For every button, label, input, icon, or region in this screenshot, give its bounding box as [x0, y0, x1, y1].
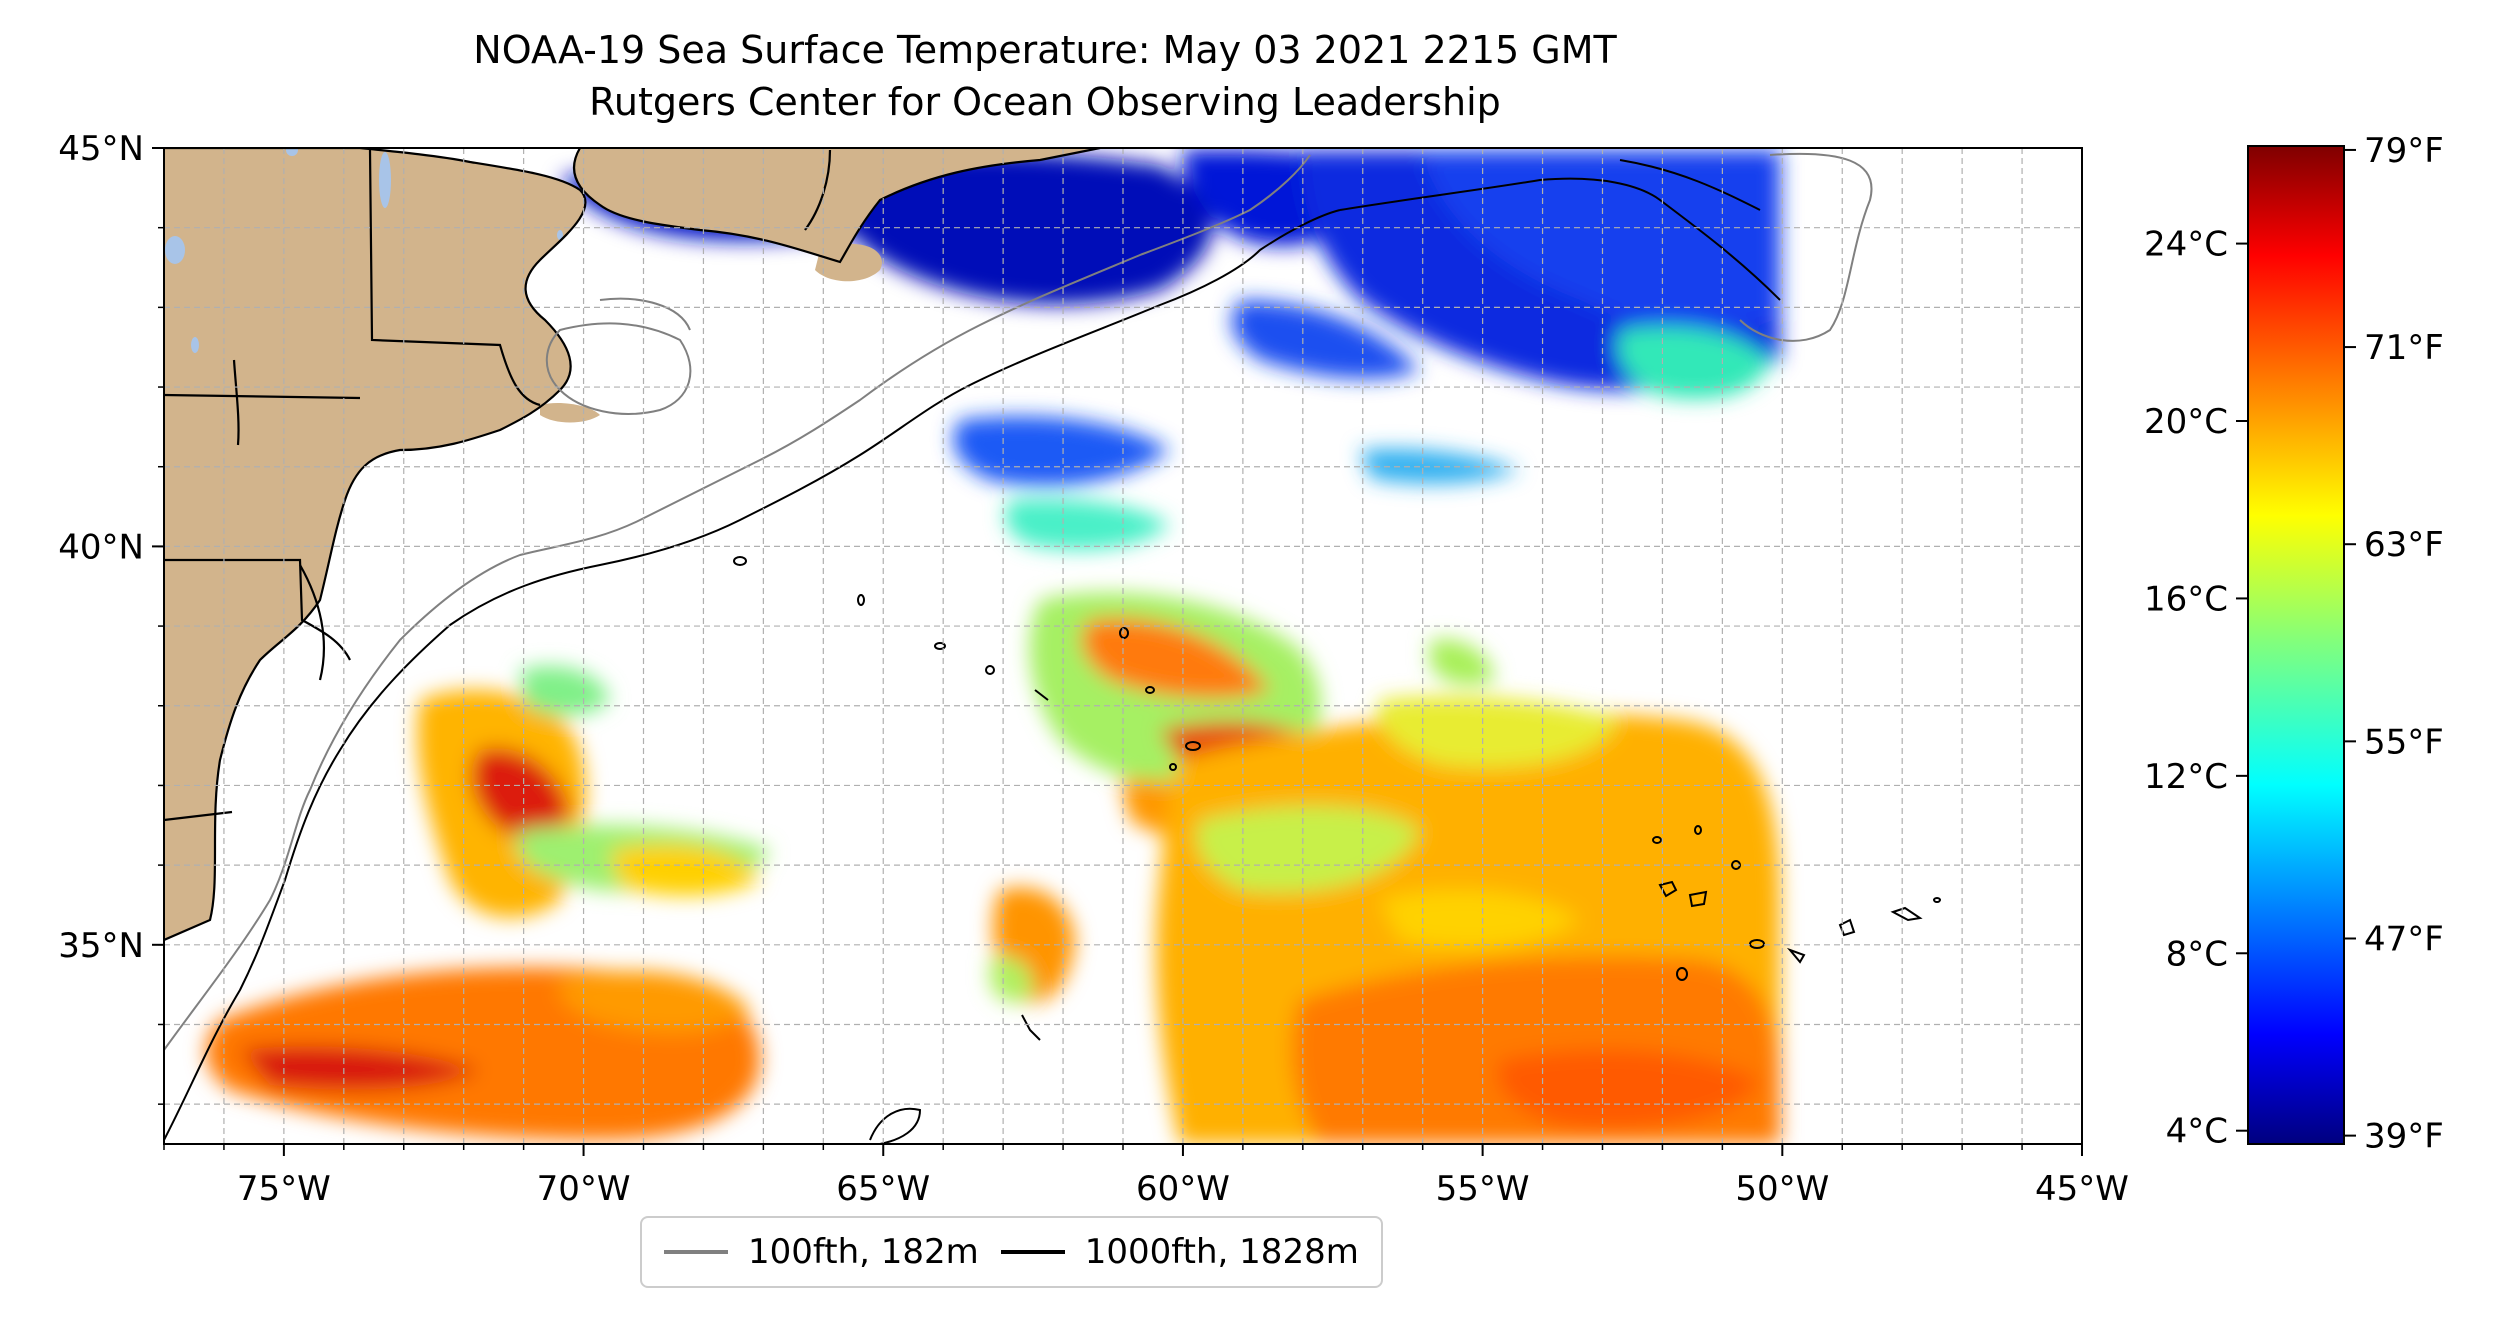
- isobath-legend: 100fth, 182m 1000fth, 1828m: [640, 1216, 1383, 1288]
- x-tick-label: 65°W: [836, 1169, 930, 1209]
- colorbar-fahrenheit-label: 63°F: [2364, 525, 2444, 565]
- colorbar: 4°C 8°C 12°C 16°C 20°C 24°C 39°F 47°F 55°F 63°F 7…: [2144, 131, 2444, 1157]
- x-tick-label: 50°W: [1735, 1169, 1829, 1209]
- legend-entry-100fth: 100fth, 182m: [664, 1232, 979, 1272]
- colorbar-fahrenheit-label: 79°F: [2364, 131, 2444, 171]
- map-title-block: NOAA-19 Sea Surface Temperature: May 03 …: [0, 24, 2090, 128]
- map-subtitle: Rutgers Center for Ocean Observing Leade…: [589, 80, 1501, 124]
- borders: [164, 148, 1101, 942]
- colorbar-celsius-label: 16°C: [2144, 579, 2228, 619]
- colorbar-gradient: [2247, 145, 2345, 1145]
- longitude-axis: 75°W 70°W 65°W 60°W 55°W 50°W 45°W: [163, 1144, 2129, 1209]
- isobath-1000fth: [164, 159, 1941, 1144]
- land-mass: [164, 148, 1100, 940]
- colorbar-fahrenheit-label: 71°F: [2364, 328, 2444, 368]
- colorbar-celsius-label: 4°C: [2166, 1112, 2228, 1152]
- colorbar-celsius-label: 12°C: [2144, 757, 2228, 797]
- colorbar-celsius-label: 8°C: [2166, 934, 2228, 974]
- lakes: [165, 148, 563, 353]
- y-tick-label: 40°N: [58, 527, 144, 567]
- colorbar-fahrenheit-label: 55°F: [2364, 722, 2444, 762]
- x-tick-label: 45°W: [2035, 1169, 2129, 1209]
- legend-label-100fth: 100fth, 182m: [748, 1232, 979, 1272]
- colorbar-fahrenheit-axis: 39°F 47°F 55°F 63°F 71°F 79°F: [2344, 131, 2444, 1157]
- isobath-100fth: [164, 152, 1873, 1051]
- map-area: [164, 148, 2082, 1144]
- map-title: NOAA-19 Sea Surface Temperature: May 03 …: [473, 28, 1617, 72]
- colorbar-celsius-label: 24°C: [2144, 225, 2228, 265]
- colorbar-fahrenheit-label: 47°F: [2364, 919, 2444, 959]
- y-tick-label: 45°N: [58, 129, 144, 169]
- colorbar-celsius-label: 20°C: [2144, 402, 2228, 442]
- colorbar-celsius-axis: 4°C 8°C 12°C 16°C 20°C 24°C: [2144, 225, 2248, 1152]
- x-tick-label: 70°W: [537, 1169, 631, 1209]
- legend-swatch-100fth: [664, 1250, 728, 1254]
- y-tick-label: 35°N: [58, 926, 144, 966]
- colorbar-fahrenheit-label: 39°F: [2364, 1117, 2444, 1157]
- x-tick-label: 60°W: [1136, 1169, 1230, 1209]
- sst-field: [170, 149, 1780, 1144]
- x-tick-label: 55°W: [1436, 1169, 1530, 1209]
- map-gridlines: [164, 148, 2082, 1144]
- legend-entry-1000fth: 1000fth, 1828m: [1000, 1232, 1359, 1272]
- legend-swatch-1000fth: [1000, 1250, 1065, 1254]
- legend-label-1000fth: 1000fth, 1828m: [1084, 1232, 1359, 1272]
- latitude-axis: 45°N 40°N 35°N: [58, 129, 164, 1105]
- x-tick-label: 75°W: [237, 1169, 331, 1209]
